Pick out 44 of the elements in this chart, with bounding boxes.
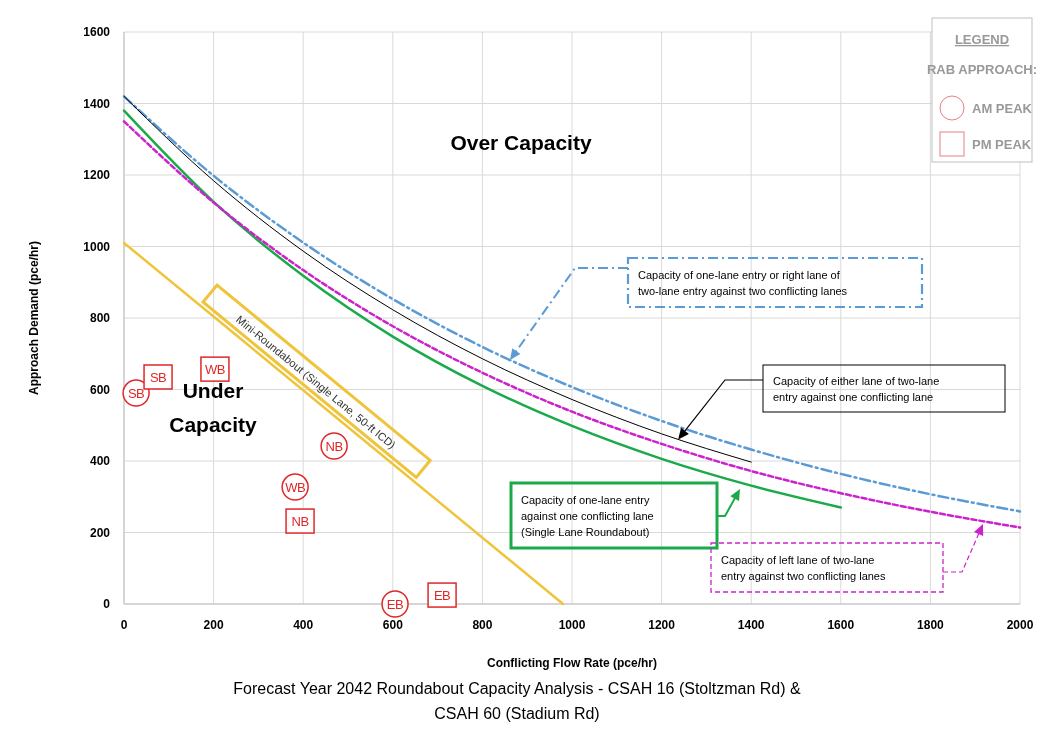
data-label: EB	[386, 597, 404, 612]
y-tick-label: 200	[89, 525, 111, 540]
y-tick-label: 800	[89, 311, 111, 325]
annotation: Capacity of left lane of two-lane entry against two conflicting lanes	[721, 553, 886, 582]
data-label: WB	[204, 362, 225, 378]
callout: Capacity of either lane of two-lane entry against one conflicting lane	[678, 364, 1006, 440]
x-tick-label: 200	[203, 618, 224, 632]
data-label: NB	[291, 514, 309, 530]
data-label: WB	[285, 480, 306, 496]
y-tick-label: 400	[89, 454, 111, 468]
y-axis-title: Approach Demand (pce/hr)	[27, 240, 41, 396]
x-tick-label: 600	[382, 618, 404, 632]
annotation: Capacity of one-lane entry against one conflicting lane (Single Lane Roundabout)	[521, 493, 654, 538]
y-tick-label: 1600	[83, 25, 111, 39]
x-tick-label: 1800	[917, 618, 945, 632]
data-label: NB	[325, 438, 343, 454]
annotation: Capacity of one-lane entry or right lane of two-lane entry against two conflicting lanes	[638, 268, 848, 297]
y-tick-label: 1000	[83, 239, 111, 254]
annotation: Over Capacity	[450, 131, 592, 154]
x-tick-label: 1400	[737, 618, 765, 632]
text: Forecast Year 2042 Roundabout Capacity Analysis - CSAH 16 (Stoltzman Rd) & CSAH 60 (Stadium Rd)	[233, 680, 802, 722]
x-tick-label: 800	[472, 618, 493, 632]
callout: Capacity of one-lane entry against one conflicting lane (Single Lane Roundabout)	[509, 481, 740, 550]
annotation: Capacity of either lane of two-lane entry against one conflicting lane	[773, 374, 940, 403]
x-tick-label: 1200	[648, 618, 676, 632]
x-tick-label: 400	[293, 618, 314, 632]
callout: Capacity of left lane of two-lane entry against two conflicting lanes	[710, 524, 984, 593]
y-tick-label: 1400	[83, 96, 111, 111]
data-label: SB	[127, 386, 145, 402]
data-label: EB	[433, 588, 451, 604]
x-tick-label: 1600	[827, 618, 855, 632]
x-tick-label: 0	[120, 618, 128, 632]
legend-title: LEGEND RAB APPROACH:	[926, 32, 1038, 77]
callout: Capacity of one-lane entry or right lane of two-lane entry against two conflicting lanes	[510, 256, 924, 360]
x-axis-title: Conflicting Flow Rate (pce/hr)	[487, 656, 657, 670]
data-label: SB	[149, 369, 167, 385]
y-tick-label: 1200	[83, 168, 111, 182]
legend-label: PM PEAK	[972, 137, 1032, 152]
x-tick-label: 1000	[558, 618, 586, 632]
x-tick-label: 2000	[1006, 618, 1034, 632]
y-tick-label: 600	[89, 382, 111, 397]
y-tick-label: 0	[103, 597, 111, 611]
annotation: Under Capacity	[169, 379, 258, 436]
legend-label: AM PEAK	[972, 101, 1033, 116]
